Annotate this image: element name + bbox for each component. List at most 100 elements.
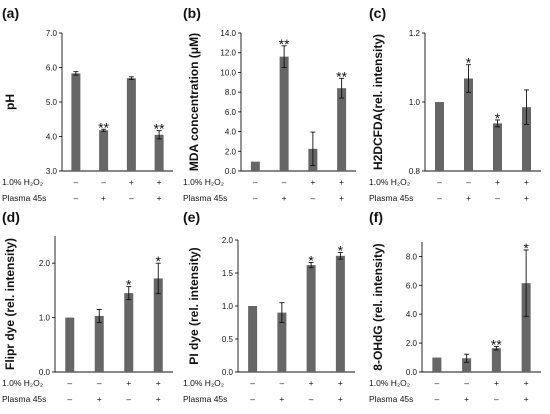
condition-row-label: 1.0% H₂O₂ <box>369 378 410 388</box>
condition-row-label: Plasma 45s <box>369 394 413 404</box>
condition-sign: – <box>126 394 131 404</box>
condition-sign: – <box>437 177 442 187</box>
y-tick-label: 0.0 <box>222 368 234 377</box>
condition-sign: – <box>67 378 72 388</box>
condition-sign: – <box>250 394 255 404</box>
significance-marker: * <box>338 243 344 259</box>
y-tick-label: 0.0 <box>39 368 51 377</box>
y-axis-title: MDA concentration (μM) <box>187 33 201 171</box>
y-tick-label: 1.0 <box>222 302 234 311</box>
condition-sign: – <box>494 394 499 404</box>
significance-marker: * <box>308 252 314 268</box>
y-axis-title: 8-OHdG (rel. intensity) <box>371 243 385 370</box>
condition-sign: – <box>309 394 314 404</box>
condition-row-label: 1.0% H₂O₂ <box>369 177 410 187</box>
bar <box>126 78 136 171</box>
y-tick-label: 1.0 <box>409 98 421 107</box>
condition-sign: + <box>97 394 102 404</box>
condition-row-label: 1.0% H₂O₂ <box>183 177 224 187</box>
condition-sign: + <box>524 193 529 203</box>
condition-sign: – <box>466 177 471 187</box>
condition-sign: – <box>495 193 500 203</box>
significance-marker: * <box>495 110 501 126</box>
panel-label: (f) <box>369 209 383 225</box>
bar <box>521 283 531 372</box>
condition-sign: – <box>253 177 258 187</box>
condition-sign: – <box>101 177 106 187</box>
y-tick-label: 3.0 <box>46 167 58 176</box>
chart-panel-5: (e) PI dye (rel. intensity) 0.0 0.5 1.0 1.5 2.… <box>183 209 355 404</box>
condition-sign: + <box>524 394 529 404</box>
condition-row-label: Plasma 45s <box>2 394 46 404</box>
condition-sign: + <box>126 378 131 388</box>
y-tick-label: 12.0 <box>220 49 236 58</box>
y-axis-title: Flipr dye (rel. intensity) <box>3 238 17 370</box>
y-tick-label: 1.0 <box>39 314 51 323</box>
panel-label: (e) <box>183 209 200 225</box>
y-tick-label: 10.0 <box>220 68 236 77</box>
condition-sign: + <box>282 193 287 203</box>
significance-marker: * <box>126 277 132 293</box>
y-tick-label: 6.0 <box>406 281 418 290</box>
bar <box>153 278 163 372</box>
bar <box>94 315 104 372</box>
panel-label: (c) <box>369 5 386 21</box>
condition-sign: + <box>464 394 469 404</box>
condition-sign: + <box>279 394 284 404</box>
condition-row-label: 1.0% H₂O₂ <box>2 177 43 187</box>
y-tick-label: 8.0 <box>406 252 418 261</box>
condition-sign: + <box>338 378 343 388</box>
y-tick-label: 1.2 <box>409 29 421 38</box>
y-tick-label: 0.0 <box>225 167 237 176</box>
condition-row-label: Plasma 45s <box>183 394 227 404</box>
condition-sign: + <box>129 177 134 187</box>
bar <box>71 73 81 171</box>
condition-sign: – <box>435 394 440 404</box>
y-tick-label: 4.0 <box>46 133 58 142</box>
condition-sign: + <box>338 394 343 404</box>
condition-sign: + <box>157 177 162 187</box>
condition-sign: + <box>339 193 344 203</box>
bar <box>306 265 316 372</box>
bar <box>250 161 260 171</box>
bar <box>124 293 134 372</box>
condition-sign: + <box>157 193 162 203</box>
chart-panel-3: (c) H2DCFDA(rel. intensity) 0.8 1.0 1.2 * * 1.0… <box>369 5 541 203</box>
condition-sign: – <box>74 177 79 187</box>
condition-sign: + <box>309 378 314 388</box>
y-tick-label: 4.0 <box>225 128 237 137</box>
condition-sign: + <box>339 177 344 187</box>
condition-row-label: Plasma 45s <box>183 193 227 203</box>
condition-sign: – <box>437 193 442 203</box>
significance-marker: ** <box>98 119 109 135</box>
significance-marker: * <box>156 253 162 269</box>
condition-sign: + <box>310 177 315 187</box>
y-axis-title: PI dye (rel. intensity) <box>187 247 201 364</box>
condition-sign: + <box>495 177 500 187</box>
y-tick-label: 0.5 <box>222 335 234 344</box>
y-tick-label: 1.5 <box>222 269 234 278</box>
y-tick-label: 2.0 <box>225 147 237 156</box>
bar <box>337 88 347 171</box>
condition-sign: – <box>282 177 287 187</box>
bar <box>493 123 502 171</box>
condition-sign: + <box>466 193 471 203</box>
condition-row-label: 1.0% H₂O₂ <box>2 378 43 388</box>
bar <box>435 102 444 171</box>
bar <box>462 358 472 372</box>
chart-panel-1: (a) pH 3.0 4.0 5.0 6.0 7.0 ** ** 1.0% H₂O₂ – – + + Pla… <box>2 5 173 203</box>
significance-marker: ** <box>279 36 290 52</box>
significance-marker: * <box>523 240 529 256</box>
bar <box>154 134 164 171</box>
condition-sign: – <box>129 193 134 203</box>
bar <box>432 357 442 372</box>
condition-row-label: Plasma 45s <box>369 193 413 203</box>
condition-sign: – <box>435 378 440 388</box>
bar <box>99 130 109 171</box>
condition-sign: – <box>250 378 255 388</box>
condition-sign: + <box>156 378 161 388</box>
significance-marker: * <box>466 55 472 71</box>
condition-sign: – <box>97 378 102 388</box>
y-tick-label: 5.0 <box>46 98 58 107</box>
